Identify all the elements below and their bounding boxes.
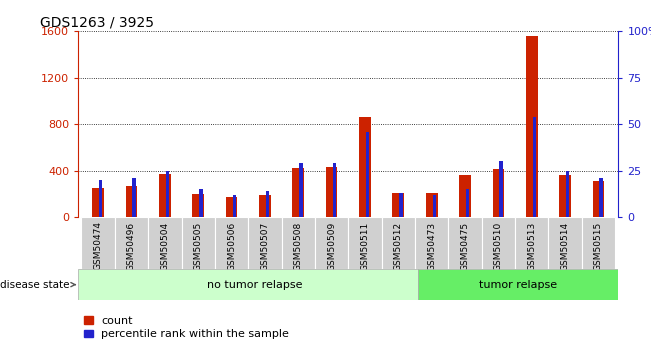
Bar bbox=[499, 161, 503, 217]
Bar bbox=[399, 193, 403, 217]
Bar bbox=[292, 168, 304, 217]
Text: GSM50475: GSM50475 bbox=[460, 221, 469, 270]
Bar bbox=[133, 178, 136, 217]
Bar bbox=[533, 117, 536, 217]
Text: GSM50512: GSM50512 bbox=[394, 221, 403, 270]
Bar bbox=[315, 217, 348, 269]
Bar bbox=[115, 217, 148, 269]
Bar bbox=[466, 189, 469, 217]
Bar bbox=[232, 195, 236, 217]
Bar bbox=[215, 217, 248, 269]
Bar bbox=[182, 217, 215, 269]
Bar bbox=[326, 167, 337, 217]
Bar bbox=[419, 269, 618, 300]
Bar bbox=[192, 194, 204, 217]
Bar bbox=[226, 197, 238, 217]
Bar bbox=[526, 36, 538, 217]
Bar bbox=[449, 217, 482, 269]
Bar bbox=[159, 174, 171, 217]
Bar bbox=[333, 163, 336, 217]
Bar bbox=[99, 180, 102, 217]
Text: GDS1263 / 3925: GDS1263 / 3925 bbox=[40, 16, 154, 30]
Bar bbox=[515, 217, 548, 269]
Text: GSM50496: GSM50496 bbox=[127, 221, 136, 270]
Bar bbox=[482, 217, 515, 269]
Legend: count, percentile rank within the sample: count, percentile rank within the sample bbox=[84, 316, 289, 339]
Text: GSM50506: GSM50506 bbox=[227, 221, 236, 271]
Text: GSM50510: GSM50510 bbox=[494, 221, 503, 271]
Text: disease state: disease state bbox=[0, 280, 76, 289]
Bar bbox=[393, 194, 404, 217]
Bar bbox=[348, 217, 381, 269]
Bar bbox=[199, 189, 202, 217]
Bar bbox=[126, 186, 137, 217]
Text: no tumor relapse: no tumor relapse bbox=[207, 280, 303, 289]
Text: tumor relapse: tumor relapse bbox=[479, 280, 557, 289]
Bar bbox=[81, 217, 115, 269]
Bar bbox=[282, 217, 315, 269]
Bar bbox=[259, 195, 271, 217]
Bar bbox=[148, 217, 182, 269]
Bar bbox=[559, 175, 571, 217]
Bar bbox=[78, 269, 419, 300]
Text: GSM50474: GSM50474 bbox=[94, 221, 103, 270]
Bar bbox=[366, 132, 369, 217]
Bar bbox=[248, 217, 282, 269]
Text: GSM50507: GSM50507 bbox=[260, 221, 270, 271]
Bar bbox=[592, 181, 604, 217]
Bar bbox=[426, 194, 437, 217]
Text: GSM50515: GSM50515 bbox=[594, 221, 603, 271]
Bar bbox=[266, 191, 270, 217]
Bar bbox=[433, 195, 436, 217]
Bar bbox=[459, 175, 471, 217]
Bar bbox=[299, 163, 303, 217]
Text: GSM50505: GSM50505 bbox=[194, 221, 202, 271]
Bar bbox=[600, 178, 603, 217]
Bar bbox=[566, 171, 570, 217]
Text: GSM50514: GSM50514 bbox=[561, 221, 570, 270]
Text: GSM50504: GSM50504 bbox=[160, 221, 169, 270]
Bar bbox=[493, 169, 505, 217]
Text: GSM50509: GSM50509 bbox=[327, 221, 336, 271]
Text: GSM50473: GSM50473 bbox=[427, 221, 436, 270]
Text: GSM50511: GSM50511 bbox=[361, 221, 370, 271]
Bar bbox=[582, 217, 615, 269]
Text: GSM50513: GSM50513 bbox=[527, 221, 536, 271]
Bar bbox=[548, 217, 582, 269]
Bar bbox=[359, 117, 371, 217]
Bar bbox=[415, 217, 449, 269]
Bar bbox=[166, 171, 169, 217]
Bar bbox=[92, 188, 104, 217]
Text: GSM50508: GSM50508 bbox=[294, 221, 303, 271]
Bar bbox=[381, 217, 415, 269]
